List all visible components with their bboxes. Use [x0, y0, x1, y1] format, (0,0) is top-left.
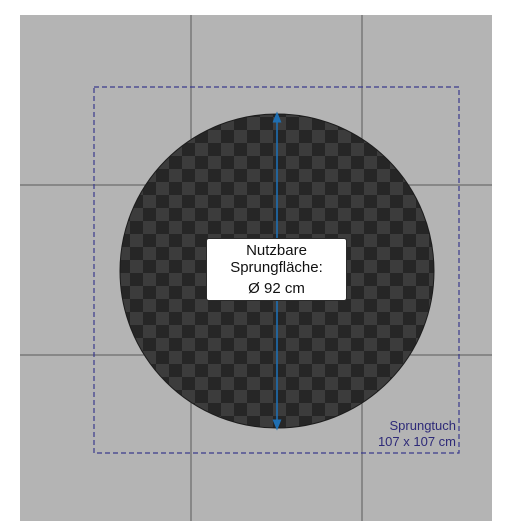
- mat-label-line1: Sprungtuch: [389, 418, 457, 433]
- mat-label-line2: 107 x 107 cm: [377, 434, 456, 449]
- jump-area-diameter: Ø 92 cm: [248, 280, 305, 297]
- jump-area-line1: Nutzbare: [246, 242, 307, 259]
- mat-outline: [93, 86, 460, 454]
- jump-area-line2: Sprungfläche:: [230, 259, 323, 276]
- mat-dimension-label: Sprungtuch 107 x 107 cm: [375, 418, 458, 450]
- jump-area-label: Nutzbare Sprungfläche: Ø 92 cm: [206, 238, 347, 301]
